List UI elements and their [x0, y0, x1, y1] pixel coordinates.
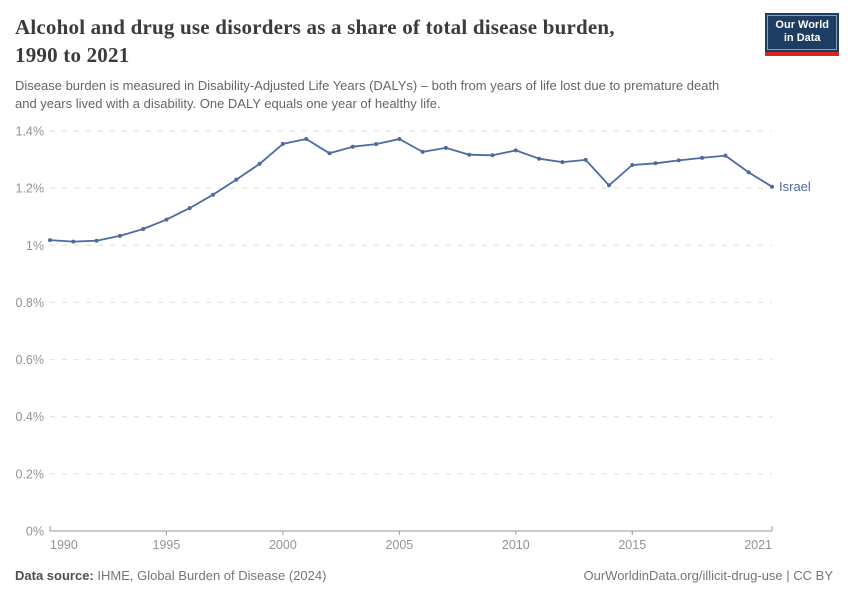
data-point[interactable]: [746, 170, 751, 175]
owid-logo-text: Our World in Data: [767, 15, 837, 50]
data-point[interactable]: [700, 155, 705, 160]
x-tick-label: 2000: [269, 538, 297, 552]
data-point[interactable]: [467, 152, 472, 157]
data-point[interactable]: [304, 137, 309, 141]
chart-title-line2: 1990 to 2021: [15, 43, 130, 67]
data-point[interactable]: [490, 153, 495, 158]
x-tick-label: 1990: [50, 538, 78, 552]
x-tick-label: 2021: [744, 538, 772, 552]
data-point[interactable]: [723, 153, 728, 158]
chart-subtitle: Disease burden is measured in Disability…: [15, 77, 840, 112]
data-point[interactable]: [350, 144, 355, 149]
data-point[interactable]: [607, 183, 611, 188]
logo-line2: in Data: [783, 32, 821, 44]
data-point[interactable]: [141, 227, 146, 231]
logo-line1: Our World: [775, 19, 829, 31]
y-tick-label: 0.6%: [16, 353, 45, 367]
footer-separator: |: [782, 568, 794, 583]
data-point[interactable]: [513, 148, 518, 153]
data-point[interactable]: [560, 160, 565, 165]
data-point[interactable]: [187, 206, 192, 211]
data-source-label: Data source:: [15, 568, 94, 583]
canonical-url-link[interactable]: OurWorldinData.org/illicit-drug-use: [583, 568, 783, 583]
data-point[interactable]: [234, 177, 239, 182]
data-point[interactable]: [676, 158, 681, 163]
chart-title-line1: Alcohol and drug use disorders as a shar…: [15, 15, 615, 39]
chart-subtitle-line2: and years lived with a disability. One D…: [15, 95, 441, 111]
y-tick-label: 1%: [26, 239, 44, 253]
data-point[interactable]: [630, 163, 635, 167]
data-source-value: IHME, Global Burden of Disease (2024): [93, 568, 327, 583]
data-point[interactable]: [94, 238, 99, 243]
data-point[interactable]: [71, 239, 76, 244]
data-point[interactable]: [653, 161, 658, 166]
data-point[interactable]: [537, 156, 542, 161]
data-point[interactable]: [327, 151, 332, 156]
series-label-israel[interactable]: Israel: [779, 179, 811, 194]
y-tick-label: 1.4%: [16, 125, 45, 139]
data-point[interactable]: [397, 137, 402, 141]
data-point[interactable]: [583, 157, 588, 162]
footer-links: OurWorldinData.org/illicit-drug-use | CC…: [583, 567, 833, 585]
data-point[interactable]: [280, 141, 285, 146]
data-point[interactable]: [770, 184, 774, 189]
y-tick-label: 0.4%: [16, 410, 45, 424]
data-point[interactable]: [257, 161, 262, 166]
y-tick-label: 0.8%: [16, 296, 45, 310]
license-link[interactable]: CC BY: [793, 568, 833, 583]
owid-logo[interactable]: Our World in Data: [765, 13, 839, 56]
x-tick-label: 2010: [502, 538, 530, 552]
data-point[interactable]: [164, 217, 169, 222]
y-tick-label: 0.2%: [16, 467, 45, 481]
x-tick-label: 2005: [385, 538, 413, 552]
x-tick-label: 2015: [618, 538, 646, 552]
data-point[interactable]: [374, 142, 379, 147]
data-point[interactable]: [117, 233, 122, 238]
chart-subtitle-line1: Disease burden is measured in Disability…: [15, 78, 720, 93]
data-point[interactable]: [420, 149, 425, 154]
data-point[interactable]: [211, 192, 215, 197]
data-source: Data source: IHME, Global Burden of Dise…: [15, 567, 326, 585]
data-point[interactable]: [48, 238, 52, 243]
y-tick-label: 0%: [26, 525, 44, 539]
data-line-israel[interactable]: [49, 138, 773, 243]
y-tick-label: 1.2%: [16, 182, 45, 196]
x-tick-label: 1995: [153, 538, 181, 552]
data-point[interactable]: [443, 145, 448, 150]
line-chart[interactable]: 0% 0.2% 0.4% 0.6% 0.8% 1% 1.2% 1.4% 1990 1995 2000…: [0, 118, 850, 568]
chart-title: Alcohol and drug use disorders as a shar…: [15, 13, 735, 69]
